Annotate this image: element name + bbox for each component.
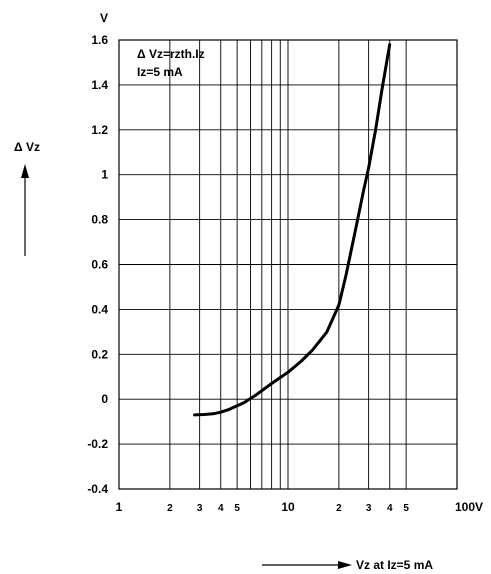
- y-tick-label: 1.4: [91, 78, 108, 92]
- y-axis-label: Δ Vz: [14, 140, 40, 154]
- y-tick-label: 1: [101, 168, 108, 182]
- y-axis-arrow-head: [21, 164, 29, 178]
- y-tick-label: -0.2: [87, 437, 108, 451]
- x-tick-label: 2: [336, 503, 342, 514]
- x-tick-label: 2: [167, 503, 173, 514]
- x-tick-label: 5: [403, 503, 409, 514]
- y-tick-labels: 1.6 1.4 1.2 1 0.8 0.6 0.4 0.2 0 -0.2 -0.4: [87, 33, 108, 496]
- x-tick-label: 10: [281, 500, 295, 514]
- x-tick-label: 4: [218, 503, 224, 514]
- x-axis-label: Vz at Iz=5 mA: [356, 558, 433, 572]
- plot-frame: [118, 39, 458, 490]
- y-unit-label: V: [100, 11, 108, 25]
- y-tick-label: 0.8: [91, 213, 108, 227]
- y-tick-label: -0.4: [87, 482, 108, 496]
- series-line: [193, 43, 392, 417]
- x-tick-label: 3: [366, 503, 372, 514]
- y-tick-label: 0: [101, 392, 108, 406]
- x-tick-labels: 1 2 3 4 5 10 2 3 4 5 100V: [116, 500, 483, 514]
- annotation-line-1: Δ Vz=rzth.Iz: [137, 47, 205, 61]
- y-tick-label: 1.2: [91, 123, 108, 137]
- grid: [118, 39, 458, 490]
- x-tick-label: 3: [197, 503, 203, 514]
- y-tick-label: 0.4: [91, 302, 108, 316]
- x-axis-arrow-head: [338, 561, 352, 569]
- x-tick-label: 4: [387, 503, 393, 514]
- annotation-line-2: Iz=5 mA: [137, 65, 183, 79]
- x-tick-label: 5: [234, 503, 240, 514]
- y-tick-label: 1.6: [91, 33, 108, 47]
- x-tick-label: 100V: [455, 500, 483, 514]
- x-tick-label: 1: [116, 500, 123, 514]
- y-tick-label: 0.6: [91, 258, 108, 272]
- y-tick-label: 0.2: [91, 347, 108, 361]
